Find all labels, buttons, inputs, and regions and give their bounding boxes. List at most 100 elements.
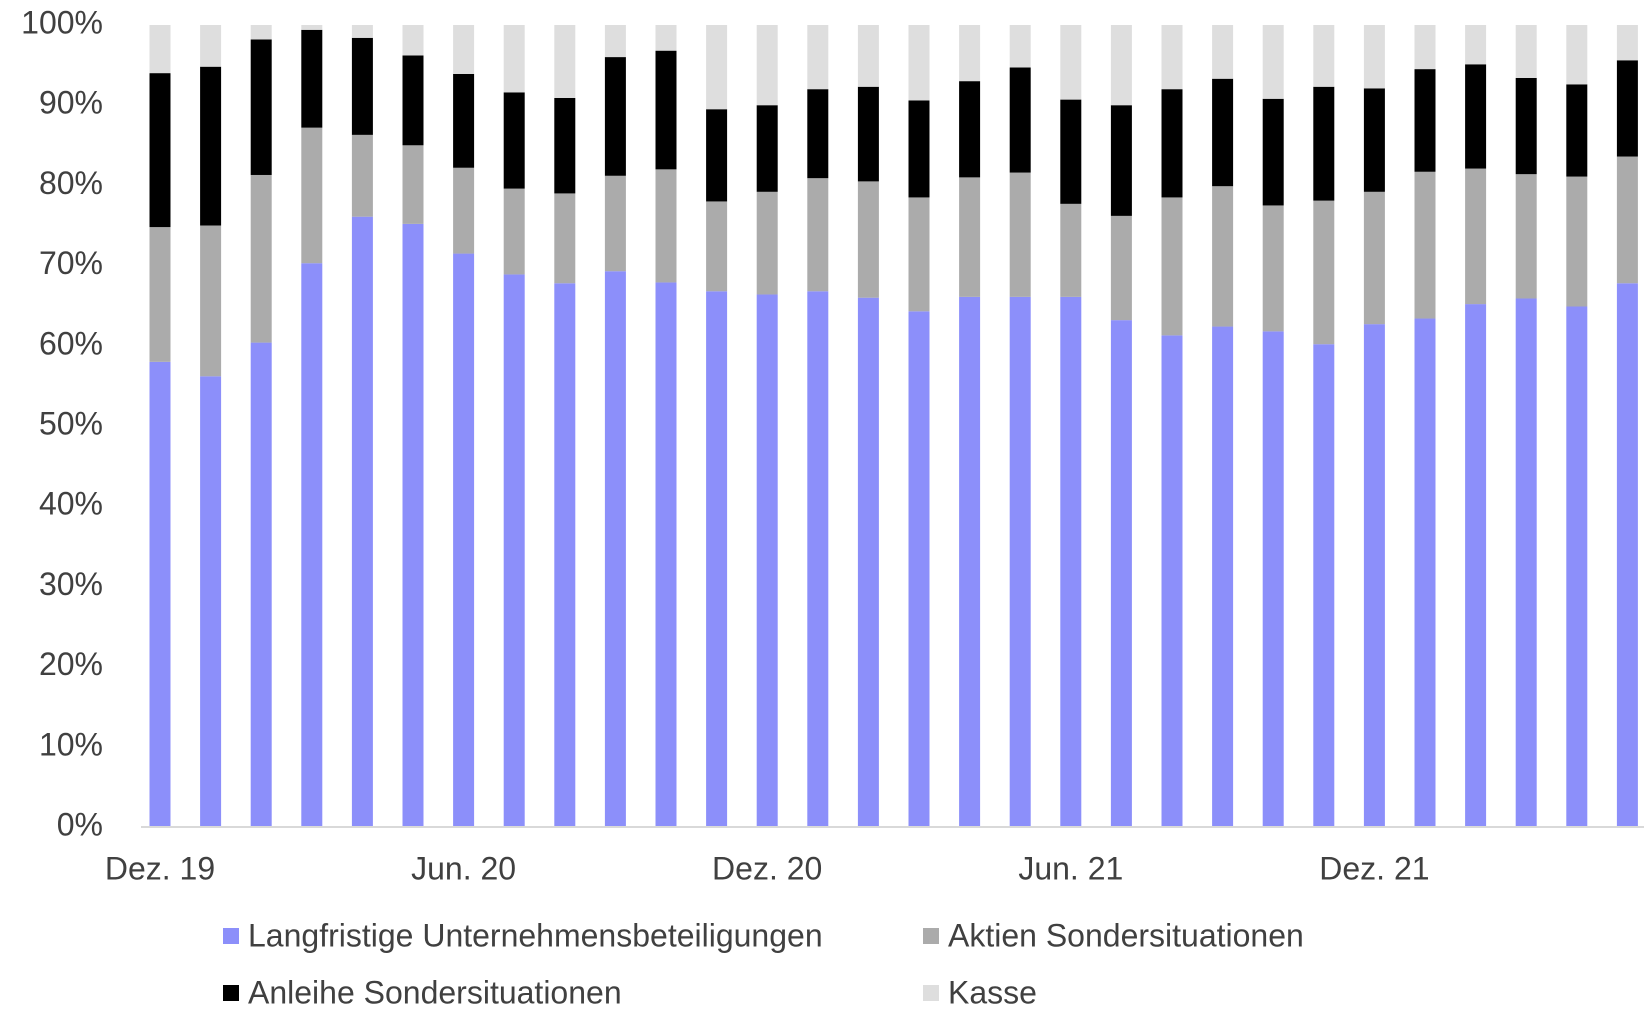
- bar-segment: [1363, 88, 1385, 192]
- bar-segment: [1616, 156, 1638, 284]
- bar-segment: [807, 25, 829, 90]
- bar-segment: [1515, 25, 1537, 78]
- bar-segment: [351, 216, 373, 828]
- bar-segment: [959, 81, 981, 178]
- bar-segment: [857, 297, 879, 827]
- y-tick-label: 60%: [39, 325, 103, 361]
- bar-segment: [554, 97, 576, 194]
- bar-segment: [402, 145, 424, 224]
- bar-segment: [1060, 296, 1082, 827]
- bar-segment: [1262, 205, 1284, 332]
- bar-segment: [908, 100, 930, 198]
- bar-segment: [756, 105, 778, 192]
- bar-segment: [149, 25, 171, 74]
- bar-segment: [1566, 176, 1588, 307]
- legend-swatch: [923, 985, 939, 1001]
- bar-segment: [1161, 89, 1183, 198]
- bar-segment: [857, 86, 879, 182]
- bar-segment: [402, 223, 424, 827]
- bar-segment: [149, 361, 171, 827]
- bar-segment: [200, 376, 222, 827]
- bar-segment: [1566, 84, 1588, 177]
- bar-segment: [706, 201, 728, 292]
- bar-segment: [1262, 25, 1284, 99]
- bar-segment: [351, 134, 373, 217]
- bar-segment: [402, 55, 424, 146]
- bar-segment: [1566, 25, 1588, 85]
- y-tick-label: 70%: [39, 245, 103, 281]
- legend-label: Kasse: [948, 974, 1037, 1010]
- bar-segment: [1363, 191, 1385, 325]
- bar-segment: [503, 188, 525, 275]
- bar-segment: [807, 291, 829, 827]
- bar-segment: [301, 127, 323, 264]
- bar-segment: [503, 274, 525, 827]
- bar-segment: [1465, 304, 1487, 827]
- bar-segment: [1262, 331, 1284, 827]
- bar-segment: [604, 57, 626, 176]
- bar-segment: [1262, 98, 1284, 206]
- x-tick-label: Dez. 19: [105, 850, 215, 886]
- bar-segment: [250, 25, 272, 40]
- bar-segment: [149, 73, 171, 228]
- bar-segment: [706, 109, 728, 202]
- bar-segment: [655, 282, 677, 827]
- y-tick-label: 90%: [39, 85, 103, 121]
- bar-segment: [1414, 25, 1436, 70]
- legend-label: Aktien Sondersituationen: [948, 917, 1304, 953]
- bar-segment: [1313, 200, 1335, 345]
- x-tick-label: Dez. 20: [712, 850, 822, 886]
- bar-segment: [149, 227, 171, 362]
- bar-segment: [250, 342, 272, 827]
- bar-segment: [301, 25, 323, 30]
- bar-segment: [453, 167, 475, 254]
- bar-segment: [301, 263, 323, 828]
- bar-segment: [301, 29, 323, 128]
- bar-segment: [1465, 64, 1487, 169]
- bar-segment: [1110, 215, 1132, 321]
- bar-segment: [1363, 25, 1385, 89]
- bar-segment: [1110, 320, 1132, 827]
- bar-segment: [1161, 335, 1183, 827]
- bar-segment: [1212, 78, 1234, 187]
- bar-segment: [1616, 60, 1638, 157]
- bar-segment: [250, 39, 272, 175]
- bar-segment: [655, 169, 677, 283]
- bar-segment: [1110, 25, 1132, 106]
- bar-segment: [503, 92, 525, 189]
- legend-label: Anleihe Sondersituationen: [248, 974, 622, 1010]
- bar-segment: [1566, 306, 1588, 827]
- bar-segment: [554, 193, 576, 284]
- bar-segment: [857, 25, 879, 87]
- legend-swatch: [923, 928, 939, 944]
- bar-segment: [1465, 25, 1487, 65]
- bar-segment: [807, 89, 829, 179]
- bar-segment: [1212, 186, 1234, 327]
- bar-segment: [1414, 171, 1436, 319]
- bar-segment: [1212, 326, 1234, 827]
- bar-segment: [1060, 203, 1082, 297]
- bar-segment: [1616, 283, 1638, 827]
- bar-segment: [1616, 25, 1638, 61]
- bar-segment: [402, 25, 424, 56]
- bar-segment: [959, 177, 981, 297]
- bar-segment: [908, 197, 930, 312]
- bar-segment: [1060, 99, 1082, 204]
- bar-segment: [453, 253, 475, 827]
- bar-segment: [200, 66, 222, 226]
- bar-segment: [250, 174, 272, 343]
- y-tick-label: 30%: [39, 566, 103, 602]
- bar-segment: [453, 73, 475, 168]
- bar-segment: [351, 37, 373, 135]
- y-tick-label: 20%: [39, 646, 103, 682]
- bar-segment: [1161, 25, 1183, 90]
- y-tick-label: 0%: [57, 806, 103, 842]
- bar-segment: [756, 294, 778, 827]
- bar-segment: [655, 25, 677, 51]
- bar-segment: [756, 25, 778, 106]
- bar-segment: [959, 296, 981, 827]
- y-tick-label: 100%: [21, 4, 103, 40]
- bar-segment: [655, 50, 677, 170]
- bar-segment: [959, 25, 981, 82]
